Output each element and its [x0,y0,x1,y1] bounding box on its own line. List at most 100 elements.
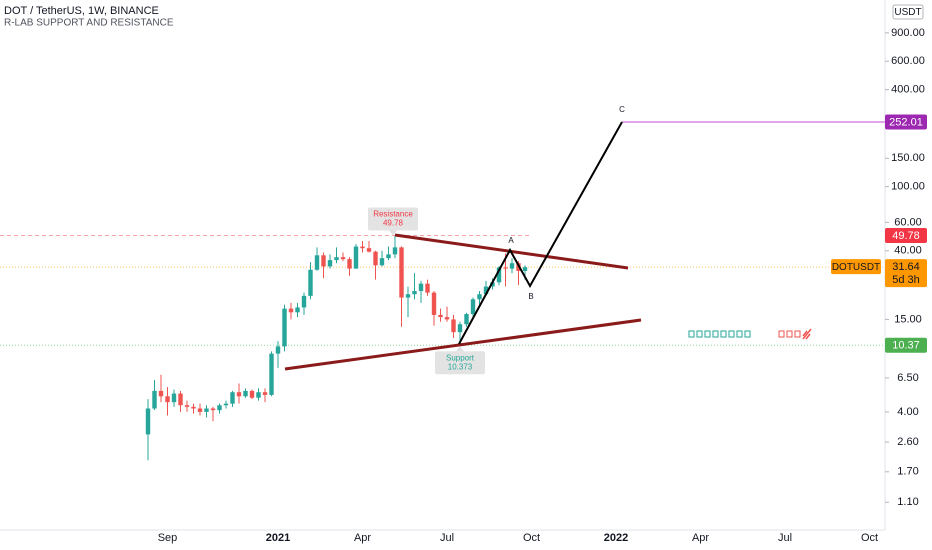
candle-body [191,406,196,409]
candle-body [145,408,151,435]
candle-body [327,260,333,267]
candle-body [210,408,216,411]
bubble-value: 10.373 [448,362,473,371]
support-trendline [284,318,642,371]
wave-label: C [619,105,625,114]
x-tick-label: 2021 [266,532,290,544]
candle-body [366,248,372,252]
candle-body [301,295,307,308]
candle-body [522,267,528,271]
y-tick-label: 400.00 [891,84,925,96]
y-tick-label: 15.00 [894,313,922,325]
candle-body [217,405,222,411]
candle-body [171,393,177,403]
y-tick-label: 900.00 [891,27,925,39]
level-price-box [885,337,927,353]
candle-body [197,408,203,412]
candle-body [236,392,242,397]
bubble-pointer [389,230,397,236]
candle-body [444,317,450,320]
candle-body [282,308,287,347]
x-tick-label: Sep [158,532,178,544]
candle-body [347,259,352,269]
candle-body [321,255,326,267]
candle-body [158,390,164,397]
candle-body [405,294,411,298]
candle-body [438,314,443,318]
candle-body [262,392,268,395]
currency-box[interactable] [892,4,924,20]
candle-body [483,286,489,295]
candle-body [275,346,281,354]
candle-body [399,247,404,298]
candle-body [425,283,430,293]
candle-body [477,294,482,300]
candle-body [360,246,365,249]
x-tick-label: Apr [692,532,709,544]
y-tick-label: 6.50 [897,372,918,384]
alert-markers [778,328,812,340]
candle-body [256,392,261,398]
candle-body [464,314,469,325]
level-price-box [885,114,927,130]
candle-body [431,292,437,315]
y-tick-label: 40.00 [894,245,922,257]
y-tick-label: 1.10 [897,496,918,508]
y-tick-label: 2.60 [897,436,918,448]
candle-body [470,299,476,315]
candle-body [379,258,385,266]
candle-body [308,269,313,296]
candle-body [418,283,424,292]
wave-label: A [508,236,514,245]
candle-body [249,390,255,398]
y-tick-label: 600.00 [891,55,925,67]
y-tick-label: 100.00 [891,181,925,193]
signal-markers [688,330,751,338]
bubble-box [435,351,485,375]
bubble-title: Support [446,353,475,362]
candle-body [204,408,209,412]
x-tick-label: 2022 [604,532,628,544]
candle-body [386,254,391,259]
countdown-label: 5d 3h [892,274,920,286]
level-price-label: 49.78 [892,230,920,242]
candle-body [496,267,502,283]
candle-body [295,307,300,313]
last-price-box [885,259,927,288]
candle-body [165,396,170,403]
y-tick-label: 1.70 [897,466,918,478]
candle-body [353,246,359,269]
symbol-box [831,259,881,275]
candle-body [373,251,378,266]
currency-label[interactable]: USDT [894,7,921,18]
candle-body [503,267,508,269]
candle-body [334,257,339,261]
candle-body [288,308,294,313]
candle-body [243,390,248,397]
candle-body [451,319,456,333]
candle-body [340,257,346,260]
candle-body [490,282,495,287]
candle-body [314,255,320,270]
candle-body [269,353,274,395]
y-tick-label: 4.00 [897,406,918,418]
bubble-value: 49.78 [383,219,404,228]
wave-label: B [528,292,533,301]
level-price-box [885,227,927,243]
symbol-label: DOTUSDT [832,262,880,273]
x-tick-label: Oct [861,532,878,544]
candle-body [178,393,183,406]
bubble-pointer [456,346,464,352]
chart-subtitle: R-LAB SUPPORT AND RESISTANCE [4,18,174,29]
x-tick-label: Jul [440,532,454,544]
x-tick-label: Apr [354,532,371,544]
y-tick-label: 150.00 [891,152,925,164]
level-price-label: 252.01 [889,116,923,128]
candle-body [509,263,515,269]
